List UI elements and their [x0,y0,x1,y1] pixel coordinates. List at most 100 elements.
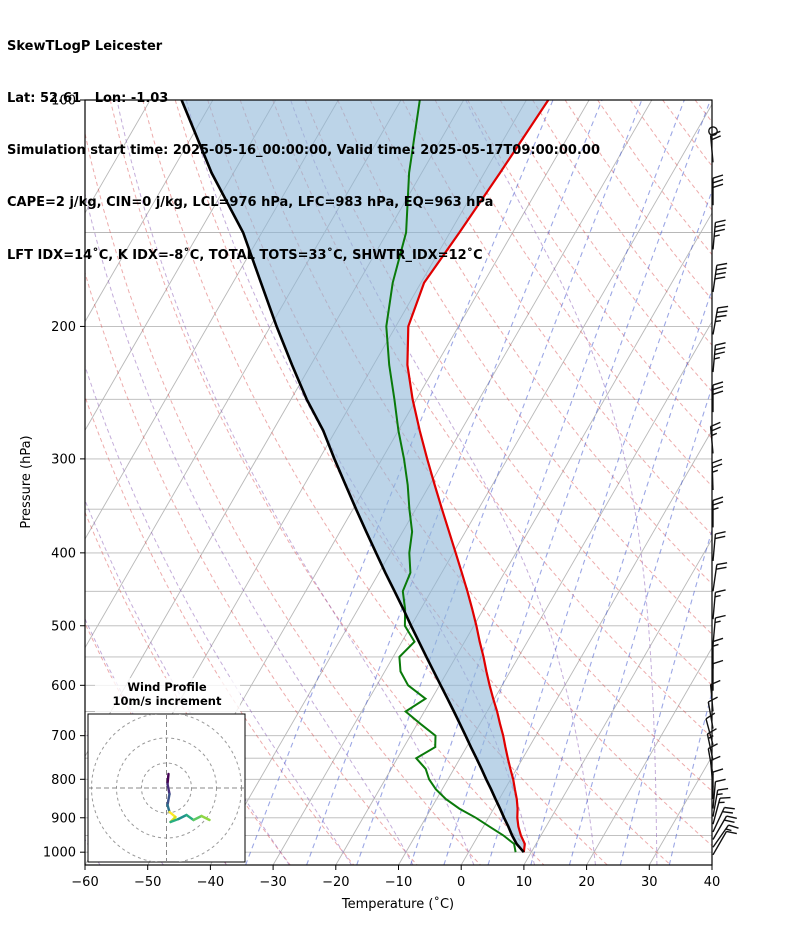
x-tick-label: −40 [197,875,224,890]
wind-barb-column [705,126,739,856]
hodograph-title-background [95,678,240,712]
calm-wind-circle [708,126,718,137]
dry-adiabat-line [85,271,418,865]
y-tick-label: 800 [51,773,76,788]
isotherm-line [648,755,712,865]
y-axis-label: Pressure (hPa) [19,435,34,528]
isotherm-line [85,100,276,432]
dry-adiabat-line [109,100,545,865]
isotherm-line [586,646,712,865]
hodograph-trace-segment [166,782,171,796]
x-tick-label: 30 [641,875,658,890]
y-tick-label: 900 [51,811,76,826]
hodograph-titles: Wind Profile 10m/s increment [95,678,240,712]
mixing-ratio-line [306,100,603,865]
wind-barb [707,696,718,729]
wind-barb [712,305,729,335]
wind-barb [711,458,723,491]
moist-adiabat-line [465,100,658,865]
x-axis-label: Temperature (˚C) [341,896,454,912]
hodograph-trace-segment [177,813,188,821]
wind-barb [712,174,724,206]
mixing-ratio-line [568,385,712,865]
dry-adiabat-line [85,395,355,865]
moist-adiabat-line [85,364,352,865]
wind-barb [709,679,721,712]
wind-barb [712,787,729,817]
dry-adiabat-line [728,100,794,865]
isotherm-line [523,538,712,865]
header-title: SkewTLogP Leicester [7,38,163,54]
wind-barb [712,796,731,825]
x-tick-label: −60 [71,875,98,890]
wind-barb [712,219,726,250]
wind-barb [712,637,724,669]
hodograph-trace-segment [192,814,203,822]
x-tick-label: 10 [516,875,533,890]
wind-barb [712,806,735,833]
wind-barb [712,830,737,856]
chart-header: SkewTLogP Leicester Lat: 52.61 Lon: -1.0… [7,3,600,299]
dry-adiabat-line [402,100,712,536]
wind-barb [712,659,724,691]
mixing-ratio-line [245,100,554,865]
dry-adiabat-line [272,100,712,739]
moist-adiabat-line [290,100,596,865]
dry-adiabat-line [597,100,712,256]
header-times: Simulation start time: 2025-05-16_00:00:… [7,143,600,159]
wind-barb [712,815,737,840]
hodograph-trace-segment [166,772,170,786]
wind-barb [712,381,724,413]
dewpoint-curve [385,100,517,853]
y-tick-label: 600 [51,679,76,694]
x-tick-label: −50 [134,875,161,890]
moist-adiabat-line [85,499,290,865]
wind-barb [712,589,726,620]
wind-barb [712,562,728,592]
dry-adiabat-line [694,100,712,123]
y-tick-label: 700 [51,729,76,744]
wind-barb [709,421,721,454]
hodograph-trace-segment [185,813,195,822]
dry-adiabat-line [434,100,712,487]
wind-barb [712,496,724,528]
moist-adiabat-line [85,191,414,865]
header-location: Lat: 52.61 Lon: -1.03 [7,91,169,107]
chart-render-root: −60 −50 −40 −30 −20 −10 0 10 20 30 40 100 200 300 400 5… [43,87,794,890]
dry-adiabat-line [85,131,481,865]
x-tick-label: 0 [457,875,465,890]
x-tick-label: 20 [578,875,595,890]
isotherm-line [335,212,712,865]
mixing-ratio-line [619,528,712,865]
y-tick-label: 300 [51,452,76,467]
hodograph-inset [87,713,246,863]
y-tick-label: 200 [51,320,76,335]
wind-barb [712,778,726,809]
hodograph-subtitle: 10m/s increment [113,694,222,708]
moist-adiabat-line [116,100,475,865]
isotherm-line [85,100,214,323]
header-indices-1: CAPE=2 j/kg, CIN=0 j/kg, LCL=976 hPa, LF… [7,195,494,211]
x-tick-label: −30 [259,875,286,890]
mixing-ratio-line [530,288,712,865]
hodograph-range-ring [141,762,192,814]
header-indices-2: LFT IDX=14˚C, K IDX=-8˚C, TOTAL TOTS=33˚… [7,247,483,263]
temperature-curve [406,100,550,853]
wind-barb [712,531,726,561]
y-tick-label: 1000 [43,846,76,861]
dry-adiabat-line [369,100,712,585]
mixing-ratio-line [443,100,711,865]
wind-barb [712,614,726,645]
isotherm-line [711,864,712,865]
mixing-ratio-line [668,689,712,865]
hodograph-trace-segment [168,810,177,819]
hodograph-trace-segment [166,792,171,807]
isotherm-line [272,103,712,865]
hodograph-trace-segment [169,817,180,824]
x-tick-label: 40 [704,875,721,890]
moist-adiabat-line [719,87,747,865]
wind-barb [712,262,728,293]
y-tick-label: 100 [51,94,76,109]
